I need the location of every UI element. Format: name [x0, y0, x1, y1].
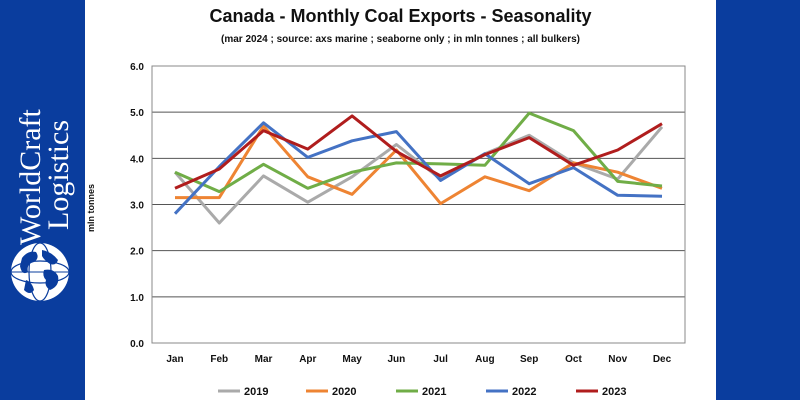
x-tick-label: Oct	[565, 354, 582, 365]
brand-logo: WorldCraft Logistics	[10, 108, 75, 302]
plot-area-border	[151, 65, 686, 344]
x-tick-label: Jan	[166, 354, 183, 365]
y-tick-label: 3.0	[130, 201, 144, 212]
series-line-2022	[173, 121, 663, 215]
y-tick-label: 5.0	[130, 108, 144, 119]
x-tick-label: Apr	[299, 354, 316, 365]
y-tick-label: 1.0	[130, 293, 144, 304]
x-tick-label: Dec	[653, 354, 672, 365]
y-axis-label: mln tonnes	[86, 184, 96, 232]
x-tick-label: Sep	[520, 354, 538, 365]
x-tick-labels: Jan Feb Mar Apr May Jun Jul Aug Sep Oct Nov Dec	[166, 354, 671, 365]
x-tick-label: Aug	[475, 354, 494, 365]
x-tick-label: Jul	[433, 354, 448, 365]
legend-label-2021: 2021	[422, 386, 446, 398]
y-tick-label: 6.0	[130, 62, 144, 73]
brand-name-line2: Logistics	[42, 120, 75, 230]
y-tick-label: 0.0	[130, 339, 144, 350]
chart-title: Canada - Monthly Coal Exports - Seasonal…	[209, 6, 592, 26]
legend-label-2020: 2020	[332, 386, 356, 398]
left-brand-panel	[0, 0, 85, 400]
y-tick-label: 4.0	[130, 154, 144, 165]
legend: 2019 2020 2021 2022 2023	[218, 386, 626, 398]
chart-subtitle: (mar 2024 ; source: axs marine ; seaborn…	[221, 34, 580, 45]
legend-label-2019: 2019	[244, 386, 268, 398]
x-tick-label: Jun	[387, 354, 405, 365]
series-layer	[173, 111, 664, 225]
x-tick-label: Mar	[255, 354, 273, 365]
x-tick-label: Nov	[608, 354, 627, 365]
series-line-2023	[174, 114, 663, 190]
legend-label-2023: 2023	[602, 386, 626, 398]
y-tick-labels: 0.0 1.0 2.0 3.0 4.0 5.0 6.0	[130, 62, 144, 350]
x-tick-label: Feb	[210, 354, 228, 365]
x-tick-label: May	[342, 354, 362, 365]
globe-icon	[10, 242, 70, 302]
legend-label-2022: 2022	[512, 386, 536, 398]
grid-layer	[152, 65, 685, 344]
right-brand-panel	[716, 0, 800, 400]
y-tick-label: 2.0	[130, 247, 144, 258]
brand-name-line1: WorldCraft	[14, 108, 47, 245]
